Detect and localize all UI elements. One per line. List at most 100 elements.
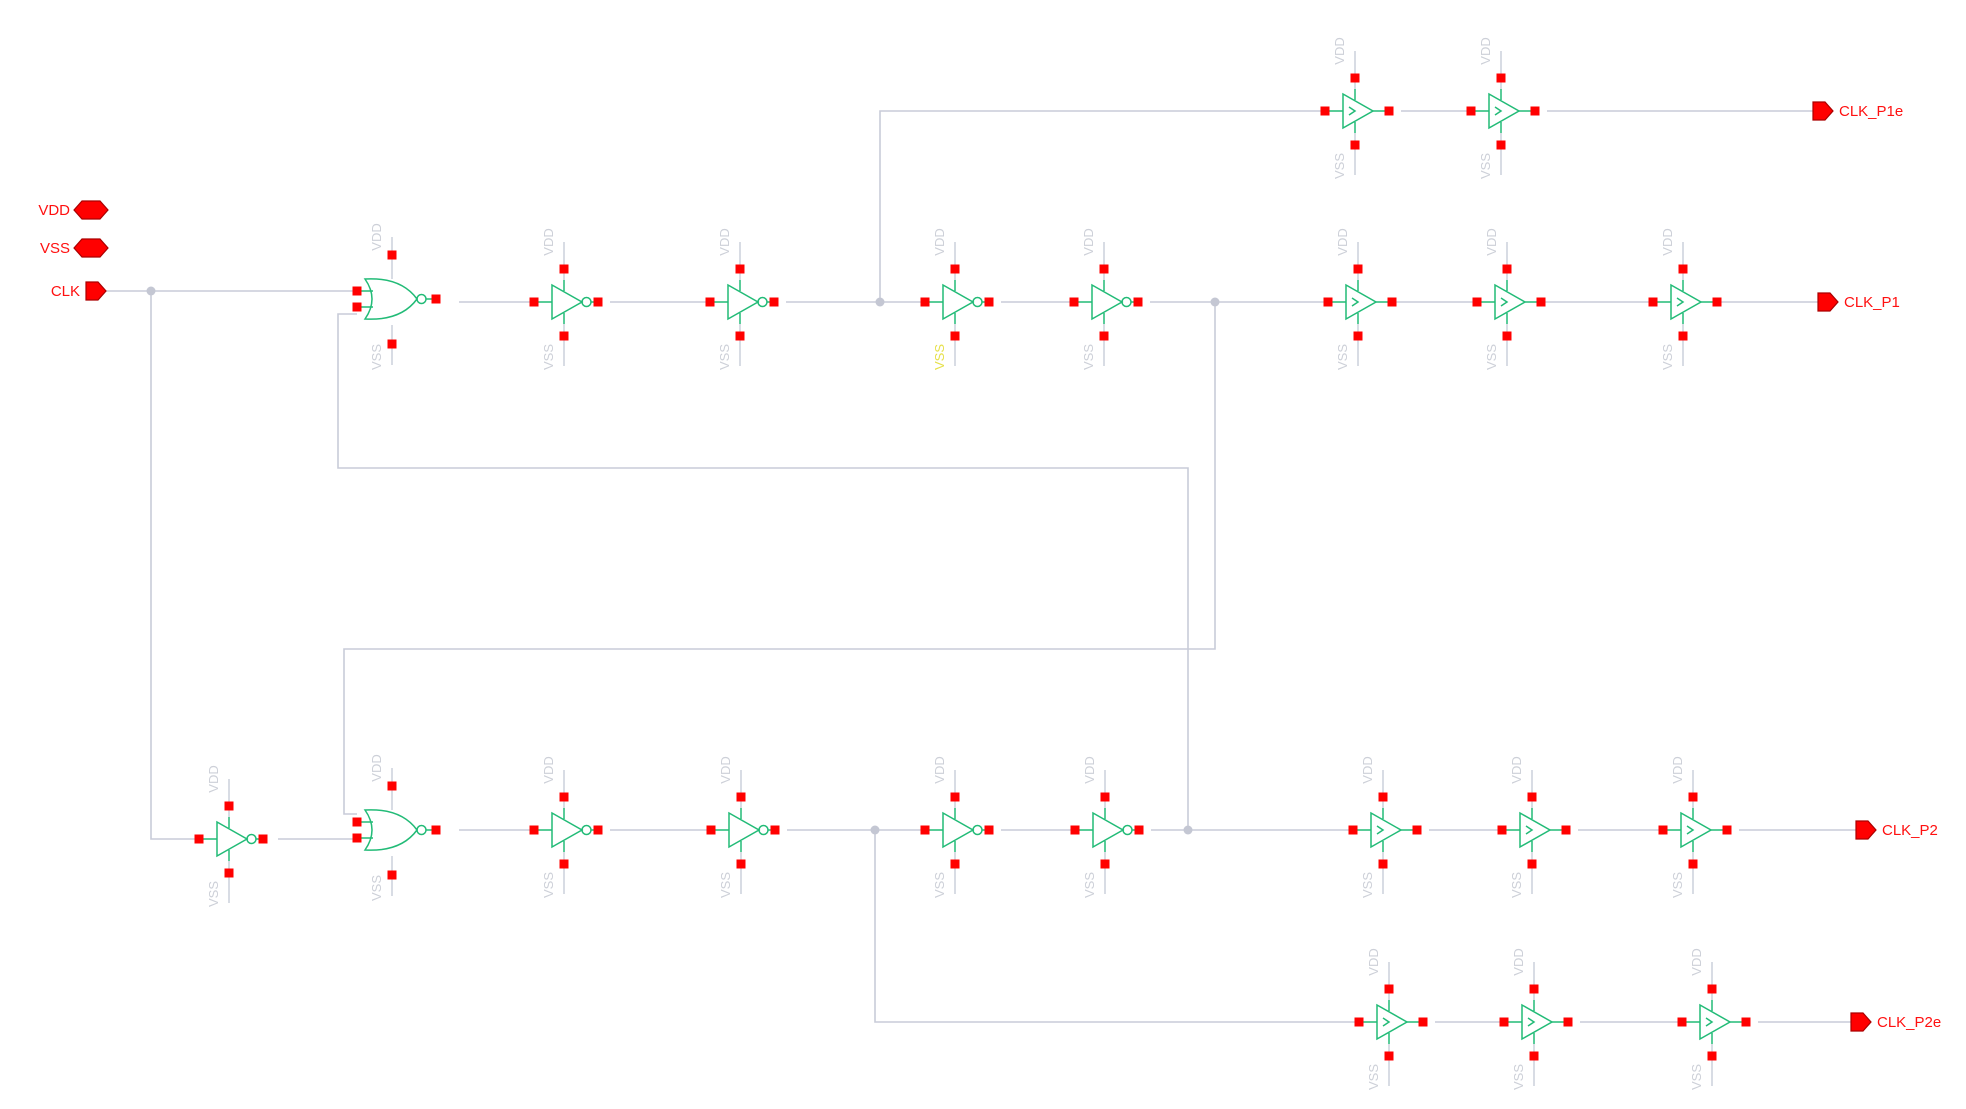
pin[interactable] — [1529, 984, 1539, 994]
pin[interactable] — [1688, 792, 1698, 802]
pin[interactable] — [1378, 792, 1388, 802]
pin[interactable] — [1530, 106, 1540, 116]
pin[interactable] — [224, 801, 234, 811]
pin[interactable] — [1320, 106, 1330, 116]
pin[interactable] — [950, 331, 960, 341]
pin[interactable] — [1712, 297, 1722, 307]
pin[interactable] — [559, 792, 569, 802]
pin[interactable] — [1678, 264, 1688, 274]
pin[interactable] — [735, 264, 745, 274]
pin[interactable] — [224, 868, 234, 878]
pin[interactable] — [431, 825, 441, 835]
pin[interactable] — [559, 331, 569, 341]
inverter[interactable]: VDD VSS — [529, 228, 603, 370]
pin[interactable] — [559, 264, 569, 274]
pin[interactable] — [1496, 73, 1506, 83]
pin[interactable] — [1354, 1017, 1364, 1027]
pin[interactable] — [1348, 825, 1358, 835]
pin[interactable] — [984, 297, 994, 307]
pin[interactable] — [1527, 859, 1537, 869]
pin[interactable] — [1527, 792, 1537, 802]
output-port-clk-p2e[interactable]: CLK_P2e — [1850, 1012, 1941, 1032]
pin[interactable] — [770, 825, 780, 835]
nor-gate[interactable]: VDD VSS — [352, 223, 441, 370]
pin[interactable] — [352, 286, 362, 296]
pin[interactable] — [431, 294, 441, 304]
inverter[interactable]: VDD VSS — [1070, 756, 1144, 898]
pin[interactable] — [1323, 297, 1333, 307]
pin[interactable] — [1069, 297, 1079, 307]
pin[interactable] — [1099, 331, 1109, 341]
pin[interactable] — [1384, 984, 1394, 994]
pin[interactable] — [1648, 297, 1658, 307]
pin[interactable] — [1350, 140, 1360, 150]
pin[interactable] — [736, 859, 746, 869]
pin[interactable] — [736, 792, 746, 802]
pin[interactable] — [593, 297, 603, 307]
pin[interactable] — [1741, 1017, 1751, 1027]
output-port-clk-p1[interactable]: CLK_P1 — [1817, 292, 1900, 312]
pin[interactable] — [984, 825, 994, 835]
pin[interactable] — [1133, 297, 1143, 307]
pin[interactable] — [194, 834, 204, 844]
pin[interactable] — [1412, 825, 1422, 835]
pin[interactable] — [387, 870, 397, 880]
pin[interactable] — [387, 781, 397, 791]
buffer[interactable]: VDD VSS — [1658, 756, 1732, 898]
pin[interactable] — [1418, 1017, 1428, 1027]
pin[interactable] — [1688, 859, 1698, 869]
pin[interactable] — [529, 825, 539, 835]
buffer[interactable]: VDD VSS — [1472, 228, 1546, 370]
pin[interactable] — [1070, 825, 1080, 835]
pin[interactable] — [1496, 140, 1506, 150]
pin[interactable] — [1350, 73, 1360, 83]
pin[interactable] — [1384, 106, 1394, 116]
pin[interactable] — [1378, 859, 1388, 869]
pin[interactable] — [1499, 1017, 1509, 1027]
pin[interactable] — [1100, 792, 1110, 802]
pin[interactable] — [706, 825, 716, 835]
pin[interactable] — [735, 331, 745, 341]
pin[interactable] — [1707, 984, 1717, 994]
pin[interactable] — [1561, 825, 1571, 835]
output-port-clk-p2[interactable]: CLK_P2 — [1855, 820, 1938, 840]
pin[interactable] — [352, 302, 362, 312]
pin[interactable] — [1100, 859, 1110, 869]
pin[interactable] — [1472, 297, 1482, 307]
pin[interactable] — [1722, 825, 1732, 835]
pin[interactable] — [387, 339, 397, 349]
pin[interactable] — [1707, 1051, 1717, 1061]
pin[interactable] — [950, 859, 960, 869]
buffer[interactable]: VDD VSS — [1466, 37, 1540, 179]
pin[interactable] — [1466, 106, 1476, 116]
pin[interactable] — [1529, 1051, 1539, 1061]
pin[interactable] — [559, 859, 569, 869]
pin[interactable] — [1134, 825, 1144, 835]
pin[interactable] — [1563, 1017, 1573, 1027]
inverter[interactable]: VDD VSS — [529, 756, 603, 898]
pin[interactable] — [920, 297, 930, 307]
input-port-clk[interactable]: CLK — [51, 281, 107, 301]
pin[interactable] — [1536, 297, 1546, 307]
pin[interactable] — [1497, 825, 1507, 835]
buffer[interactable]: VDD VSS — [1499, 948, 1573, 1090]
buffer[interactable]: VDD VSS — [1677, 948, 1751, 1090]
supply-port-vdd[interactable]: VDD — [38, 200, 109, 220]
inverter[interactable]: VDD VSS — [920, 228, 994, 370]
pin[interactable] — [950, 792, 960, 802]
pin[interactable] — [920, 825, 930, 835]
inverter[interactable]: VDD VSS — [705, 228, 779, 370]
buffer[interactable]: VDD VSS — [1320, 37, 1394, 179]
pin[interactable] — [1677, 1017, 1687, 1027]
pin[interactable] — [593, 825, 603, 835]
pin[interactable] — [705, 297, 715, 307]
buffer[interactable]: VDD VSS — [1323, 228, 1397, 370]
pin[interactable] — [529, 297, 539, 307]
pin[interactable] — [258, 834, 268, 844]
pin[interactable] — [1502, 331, 1512, 341]
pin[interactable] — [1387, 297, 1397, 307]
pin[interactable] — [1678, 331, 1688, 341]
supply-port-vss[interactable]: VSS — [40, 238, 109, 258]
inverter[interactable]: VDD VSS — [1069, 228, 1143, 370]
nor-gate[interactable]: VDD VSS — [352, 754, 441, 901]
